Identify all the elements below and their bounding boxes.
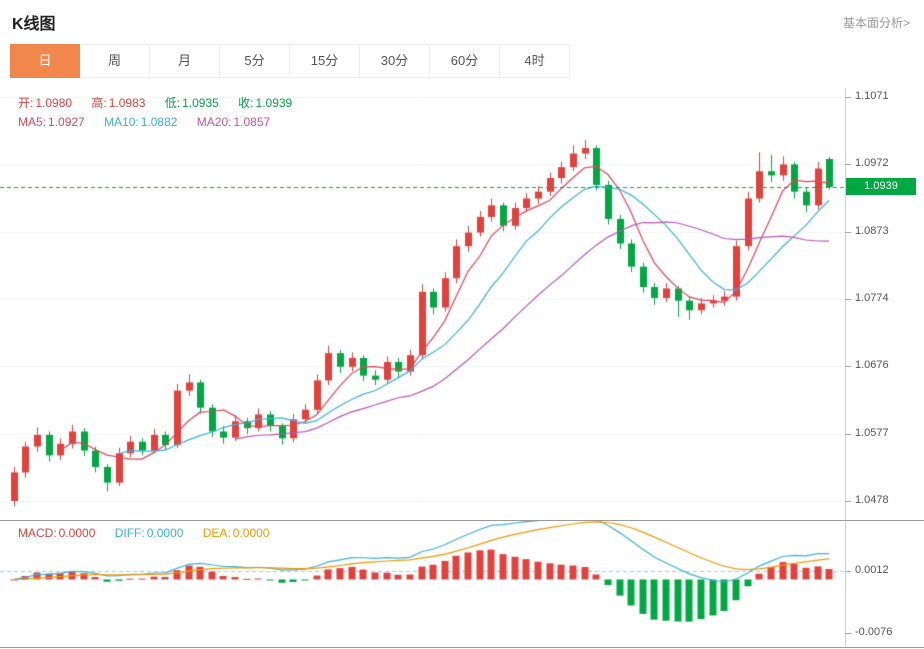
ma5-legend: MA5: 1.0927: [18, 115, 85, 129]
ohlc-open: 开: 1.0980: [18, 96, 73, 110]
ma20-legend: MA20: 1.0857: [196, 115, 271, 129]
tab-week[interactable]: 周: [80, 44, 150, 78]
y-axis-label: 1.0972: [845, 157, 889, 170]
tab-4hour[interactable]: 4时: [500, 44, 570, 78]
tab-15min[interactable]: 15分: [290, 44, 360, 78]
panel-separator: [0, 520, 924, 521]
tab-5min[interactable]: 5分: [220, 44, 290, 78]
y-axis-line: [845, 88, 846, 648]
macd-axis-label: 0.0012: [845, 564, 889, 576]
y-axis-label: 1.0577: [845, 426, 889, 439]
page-title: K线图: [12, 16, 56, 33]
tab-60min[interactable]: 60分: [430, 44, 500, 78]
y-axis-label: 1.0774: [845, 292, 889, 305]
y-axis-label: 1.1071: [845, 90, 889, 102]
y-axis-label: 1.0873: [845, 224, 889, 237]
ohlc-high: 高: 1.0983: [91, 96, 146, 110]
chart-area: 开: 1.0980 高: 1.0983 低: 1.0935 收: 1.0939 MA5:…: [0, 88, 924, 648]
diff-value: DIFF: 0.0000: [114, 526, 184, 540]
ma-legend: MA5: 1.0927 MA10: 1.0882 MA20: 1.0857: [18, 115, 286, 129]
timeframe-tabs: 日 周 月 5分 15分 30分 60分 4时: [0, 44, 924, 78]
ma10-legend: MA10: 1.0882: [104, 115, 178, 129]
current-price-badge: 1.0939: [846, 177, 916, 195]
macd-axis-label: -0.0076: [844, 626, 893, 638]
y-axis-label: 1.0478: [845, 494, 889, 506]
fundamental-analysis-link[interactable]: 基本面分析>: [842, 15, 910, 30]
chart-bottom-border: [0, 647, 924, 648]
candlestick-chart-canvas[interactable]: [0, 88, 845, 520]
macd-value: MACD: 0.0000: [18, 526, 96, 540]
macd-legend: MACD: 0.0000 DIFF: 0.0000 DEA: 0.0000: [18, 526, 285, 540]
chart-header: K线图 基本面分析>: [0, 0, 924, 44]
tab-month[interactable]: 月: [150, 44, 220, 78]
ohlc-low: 低: 1.0935: [164, 96, 219, 110]
tab-day[interactable]: 日: [10, 44, 80, 78]
macd-chart-canvas[interactable]: [0, 521, 845, 648]
ohlc-legend: 开: 1.0980 高: 1.0983 低: 1.0935 收: 1.0939: [18, 94, 308, 111]
y-axis-label: 1.0676: [845, 359, 889, 372]
dea-value: DEA: 0.0000: [202, 526, 270, 540]
ohlc-close: 收: 1.0939: [238, 96, 293, 110]
tab-30min[interactable]: 30分: [360, 44, 430, 78]
